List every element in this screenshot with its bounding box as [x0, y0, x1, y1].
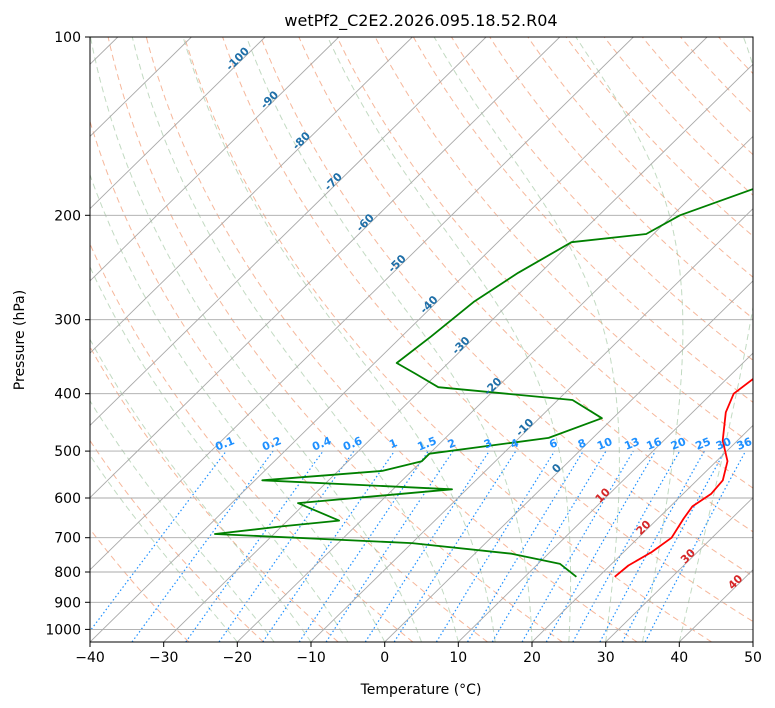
isotherm-line: [310, 208, 753, 642]
y-tick-label: 700: [54, 531, 81, 547]
isotherm-line: [90, 37, 708, 642]
x-tick-label: 50: [744, 650, 762, 666]
mixing-ratio-line: [599, 450, 705, 642]
x-tick-label: 10: [449, 650, 467, 666]
dry-adiabat-line: [641, 37, 753, 156]
dry-adiabat-line: [336, 37, 753, 489]
moist-adiabat-line: [90, 37, 422, 642]
isotherm-line: [384, 280, 753, 642]
mixing-ratio-line: [491, 450, 607, 642]
mixing-ratio-label: 16: [645, 435, 664, 453]
mixing-ratio-label: 20: [669, 435, 688, 453]
mixing-ratio-label: 3: [482, 436, 494, 451]
isotherms: [90, 37, 753, 642]
mixing-ratio-label: 25: [694, 435, 713, 453]
mixing-ratio-lines: [90, 450, 747, 642]
mixing-ratio-line: [218, 450, 355, 642]
moist-adiabat-line: [575, 37, 684, 642]
isotherm-line: [531, 424, 753, 642]
mixing-ratio-label: 36: [735, 435, 754, 453]
x-tick-label: −20: [223, 650, 253, 666]
x-axis-label: Temperature (°C): [360, 682, 482, 698]
dry-adiabat-line: [451, 37, 753, 361]
y-axis-label: Pressure (hPa): [12, 290, 28, 390]
dry-adiabat-line: [527, 37, 753, 278]
y-tick-label: 1000: [45, 622, 81, 638]
mixing-ratio-label: 8: [576, 436, 588, 451]
isotherm-line: [236, 135, 753, 642]
mixing-ratio-label: 1: [387, 436, 399, 451]
x-tick-label: 40: [670, 650, 688, 666]
y-tick-label: 400: [54, 387, 81, 403]
dry-adiabat-line: [183, 37, 712, 642]
moist-adiabat-line: [678, 37, 753, 642]
mixing-ratio-label: 13: [622, 435, 641, 453]
mixing-ratio-line: [262, 450, 395, 642]
x-tick-label: 30: [597, 650, 615, 666]
dry-adiabat-line: [260, 37, 753, 577]
mixing-ratio-line: [521, 450, 634, 642]
mixing-ratio-line: [435, 450, 556, 642]
dry-adiabat-line: [222, 37, 753, 623]
x-tick-label: 20: [523, 650, 541, 666]
mixing-ratio-line: [393, 450, 517, 642]
isotherm-line: [163, 63, 753, 642]
moist-adiabat-line: [246, 37, 533, 642]
dry-adiabat-line: [298, 37, 753, 533]
dry-adiabat-line: [145, 37, 638, 642]
mixing-ratio-label: 2: [446, 436, 458, 451]
plot-frame: [89, 36, 754, 643]
isotherm-line: [90, 37, 634, 571]
mixing-ratio-line: [621, 450, 726, 642]
mixing-ratio-line: [185, 450, 324, 642]
mixing-ratio-line: [572, 450, 681, 642]
dry-adiabat-line: [90, 345, 339, 642]
temperature-profile-line: [614, 377, 753, 578]
x-tick-label: −40: [75, 650, 105, 666]
isotherm-line: [90, 37, 340, 282]
mixing-ratio-line: [364, 450, 490, 642]
x-tick-label: 0: [380, 650, 389, 666]
isotherm-line: [90, 37, 487, 426]
profile-series: [214, 188, 753, 578]
dry-adiabat-line: [90, 119, 488, 642]
isotherm-line: [605, 496, 753, 642]
dry-adiabat-line: [412, 37, 753, 403]
y-tick-label: 900: [54, 595, 81, 611]
y-axis-ticks: 1000 900 800 700 600 500 400 300 200 100: [45, 30, 90, 638]
dry-adiabats: [90, 37, 753, 642]
isotherm-line: [90, 37, 561, 499]
moist-adiabat-line: [90, 265, 349, 642]
dewpoint-profile-line: [214, 188, 753, 578]
x-tick-label: −30: [149, 650, 179, 666]
mixing-ratio-line: [466, 450, 584, 642]
y-tick-label: 200: [54, 208, 81, 224]
dry-adiabat-line: [90, 528, 190, 642]
isotherm-line: [90, 37, 266, 210]
moist-adiabat-line: [433, 37, 620, 642]
moist-adiabat-line: [327, 37, 572, 642]
x-tick-label: −10: [296, 650, 326, 666]
y-tick-label: 500: [54, 444, 81, 460]
y-tick-label: 100: [54, 30, 81, 46]
moist-adiabat-line: [90, 454, 238, 642]
y-tick-label: 800: [54, 565, 81, 581]
y-tick-label: 300: [54, 313, 81, 329]
mixing-ratio-label: 10: [595, 435, 614, 453]
isotherm-line: [90, 37, 413, 354]
mixing-ratio-label: 30: [714, 435, 733, 453]
y-tick-label: 600: [54, 491, 81, 507]
moist-adiabat-line: [90, 399, 275, 642]
dry-adiabat-line: [107, 37, 563, 642]
isotherm-line: [457, 352, 753, 642]
plot-area: [90, 37, 753, 642]
moist-adiabat-line: [182, 37, 496, 642]
x-axis-ticks: −40 −30 −20 −10 0 10 20 30 40 50: [75, 642, 762, 666]
dry-adiabat-line: [90, 439, 264, 642]
dry-adiabat-line: [90, 242, 414, 642]
isobars: [90, 37, 753, 630]
chart-title: wetPf2_C2E2.2026.095.18.52.R04: [284, 11, 557, 31]
